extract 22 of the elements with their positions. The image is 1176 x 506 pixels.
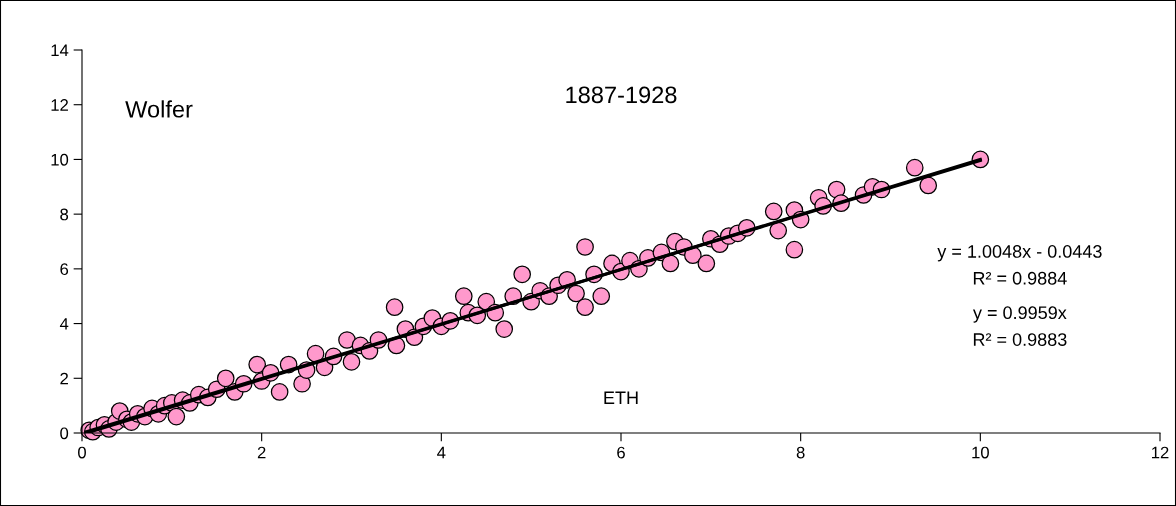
x-axis-title: ETH [604,391,638,404]
y-tick-label: 14 [51,44,69,57]
y-tick-label: 0 [60,427,69,440]
x-tick-label: 4 [437,446,446,459]
y-tick-label: 2 [60,372,68,385]
annotation: R² = 0.9883 [973,333,1067,346]
x-tick-label: 12 [1152,446,1169,459]
y-tick-label: 8 [60,208,69,221]
x-tick-label: 0 [78,446,86,459]
annotation: R² = 0.9884 [973,271,1067,285]
x-tick-label: 10 [972,446,989,459]
y-tick-label: 6 [60,263,69,276]
y-tick-label: 12 [51,99,68,111]
text: 1887-1928 [566,86,677,104]
x-tick-label: 2 [257,446,266,459]
x-tick-label: 6 [617,446,625,459]
annotation: y = 1.0048x - 0.0443 [937,245,1102,262]
y-axis-title: Wolfer [125,100,193,118]
y-tick-label: 10 [51,153,69,166]
y-tick-label: 4 [59,318,69,330]
annotation: y = 0.9959x [972,306,1067,323]
x-tick-label: 8 [796,446,805,459]
